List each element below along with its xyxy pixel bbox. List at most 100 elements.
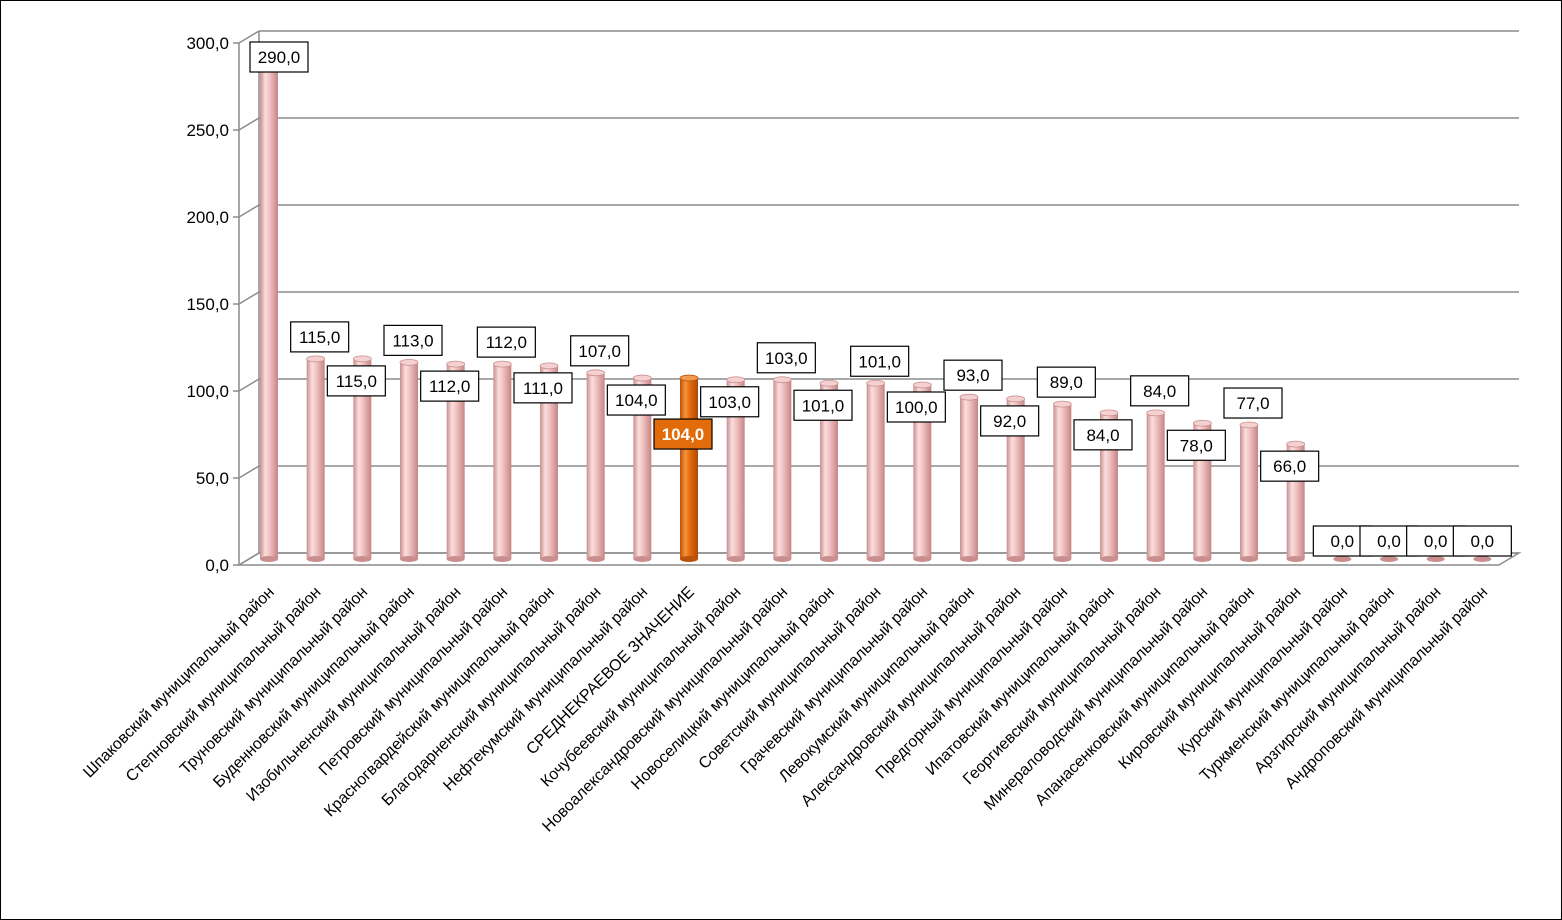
bar [959, 393, 979, 562]
data-label: 112,0 [476, 326, 536, 358]
bar [1426, 556, 1445, 562]
svg-text:0,0: 0,0 [1424, 532, 1448, 551]
x-tick-label: СРЕДНЕКРАЕВОЕ ЗНАЧЕНИЕ [523, 584, 697, 758]
svg-text:101,0: 101,0 [802, 396, 845, 415]
y-tick-label: 250,0 [186, 121, 229, 140]
data-label: 107,0 [570, 335, 630, 367]
y-tick-label: 50,0 [196, 469, 229, 488]
data-label: 0,0 [1452, 525, 1512, 557]
bar [819, 379, 839, 562]
x-axis: Шпаковский муниципальный районСтепновски… [80, 584, 1491, 836]
data-label: 115,0 [290, 321, 350, 353]
svg-text:115,0: 115,0 [336, 372, 377, 391]
svg-text:107,0: 107,0 [578, 342, 621, 361]
bar [1380, 556, 1398, 562]
svg-text:101,0: 101,0 [858, 352, 901, 371]
svg-text:290,0: 290,0 [258, 48, 301, 67]
x-tick-label: Курский муниципальный район [1175, 584, 1351, 760]
bar [772, 376, 792, 562]
data-label: 115,0 [326, 365, 386, 397]
x-tick-label: Благодарненский муниципальный район [379, 584, 605, 810]
bar [912, 381, 932, 562]
svg-text:0,0: 0,0 [1471, 532, 1495, 551]
bar [399, 358, 419, 562]
svg-text:84,0: 84,0 [1086, 426, 1119, 445]
data-label: 111,0 [513, 372, 573, 404]
svg-text:104,0: 104,0 [662, 425, 705, 444]
bar [1473, 556, 1492, 562]
data-label: 104,0 [653, 418, 713, 450]
svg-text:93,0: 93,0 [956, 366, 989, 385]
svg-text:0,0: 0,0 [1377, 532, 1401, 551]
data-label: 78,0 [1166, 429, 1226, 461]
bar [492, 360, 512, 562]
x-tick-label: Изобильненский муниципальный район [243, 584, 464, 805]
svg-text:103,0: 103,0 [708, 393, 751, 412]
y-tick-label: 0,0 [205, 556, 229, 575]
bar [1333, 556, 1352, 562]
bar [1006, 395, 1026, 562]
svg-text:89,0: 89,0 [1050, 373, 1083, 392]
bar [632, 374, 652, 562]
gridline-side [238, 30, 260, 44]
bar [679, 374, 699, 562]
data-label: 84,0 [1073, 419, 1133, 451]
svg-text:111,0: 111,0 [523, 379, 563, 398]
y-axis: 0,0 50,0 100,0 150,0 200,0 250,0 300,0 [186, 34, 239, 575]
bar [866, 379, 886, 562]
data-label: 103,0 [700, 386, 760, 418]
bar [1052, 400, 1072, 562]
svg-text:77,0: 77,0 [1236, 394, 1269, 413]
gridline-side [238, 465, 260, 479]
data-label: 112,0 [420, 370, 480, 402]
data-label: 77,0 [1223, 387, 1283, 419]
bar [1239, 421, 1259, 562]
svg-text:112,0: 112,0 [486, 333, 527, 352]
bar [446, 360, 466, 562]
y-tick-label: 200,0 [186, 208, 229, 227]
data-label: 100,0 [886, 391, 946, 423]
gridline-side [238, 117, 260, 131]
grid-layer [236, 30, 1522, 566]
data-label: 89,0 [1036, 366, 1096, 398]
x-tick-label: Апанасенковский муниципальный район [1032, 584, 1258, 810]
svg-text:115,0: 115,0 [299, 328, 340, 347]
bar [726, 376, 746, 562]
bar [352, 355, 372, 562]
bar [586, 369, 606, 562]
y-tick-label: 150,0 [186, 295, 229, 314]
svg-text:100,0: 100,0 [895, 398, 938, 417]
y-tick-label: 100,0 [186, 382, 229, 401]
data-label: 290,0 [249, 41, 309, 73]
data-label: 101,0 [793, 389, 853, 421]
svg-text:112,0: 112,0 [429, 377, 470, 396]
bar [539, 362, 559, 562]
svg-text:66,0: 66,0 [1273, 457, 1306, 476]
gridline-side [238, 291, 260, 305]
svg-text:84,0: 84,0 [1143, 382, 1176, 401]
y-tick-label: 300,0 [186, 34, 229, 53]
bar [1146, 409, 1166, 562]
data-label: 66,0 [1260, 450, 1320, 482]
svg-text:78,0: 78,0 [1180, 436, 1213, 455]
data-labels: 290,0 115,0 115,0 113,0 112,0 112,0 111,0 107,0… [249, 41, 1512, 557]
gridline-side [238, 204, 260, 218]
data-label: 101,0 [850, 345, 910, 377]
data-label: 84,0 [1130, 375, 1190, 407]
bar [259, 51, 279, 562]
svg-text:92,0: 92,0 [993, 412, 1026, 431]
bars [259, 51, 1492, 562]
svg-text:113,0: 113,0 [392, 331, 433, 350]
svg-text:0,0: 0,0 [1331, 532, 1355, 551]
gridline-side [238, 552, 260, 566]
data-label: 113,0 [383, 324, 443, 356]
bar [306, 355, 326, 562]
data-label: 103,0 [756, 342, 816, 374]
data-label: 104,0 [606, 384, 666, 416]
data-label: 92,0 [980, 405, 1040, 437]
svg-text:103,0: 103,0 [765, 349, 808, 368]
x-tick-label: Александровский муниципальный район [798, 584, 1024, 810]
data-label: 93,0 [943, 359, 1003, 391]
